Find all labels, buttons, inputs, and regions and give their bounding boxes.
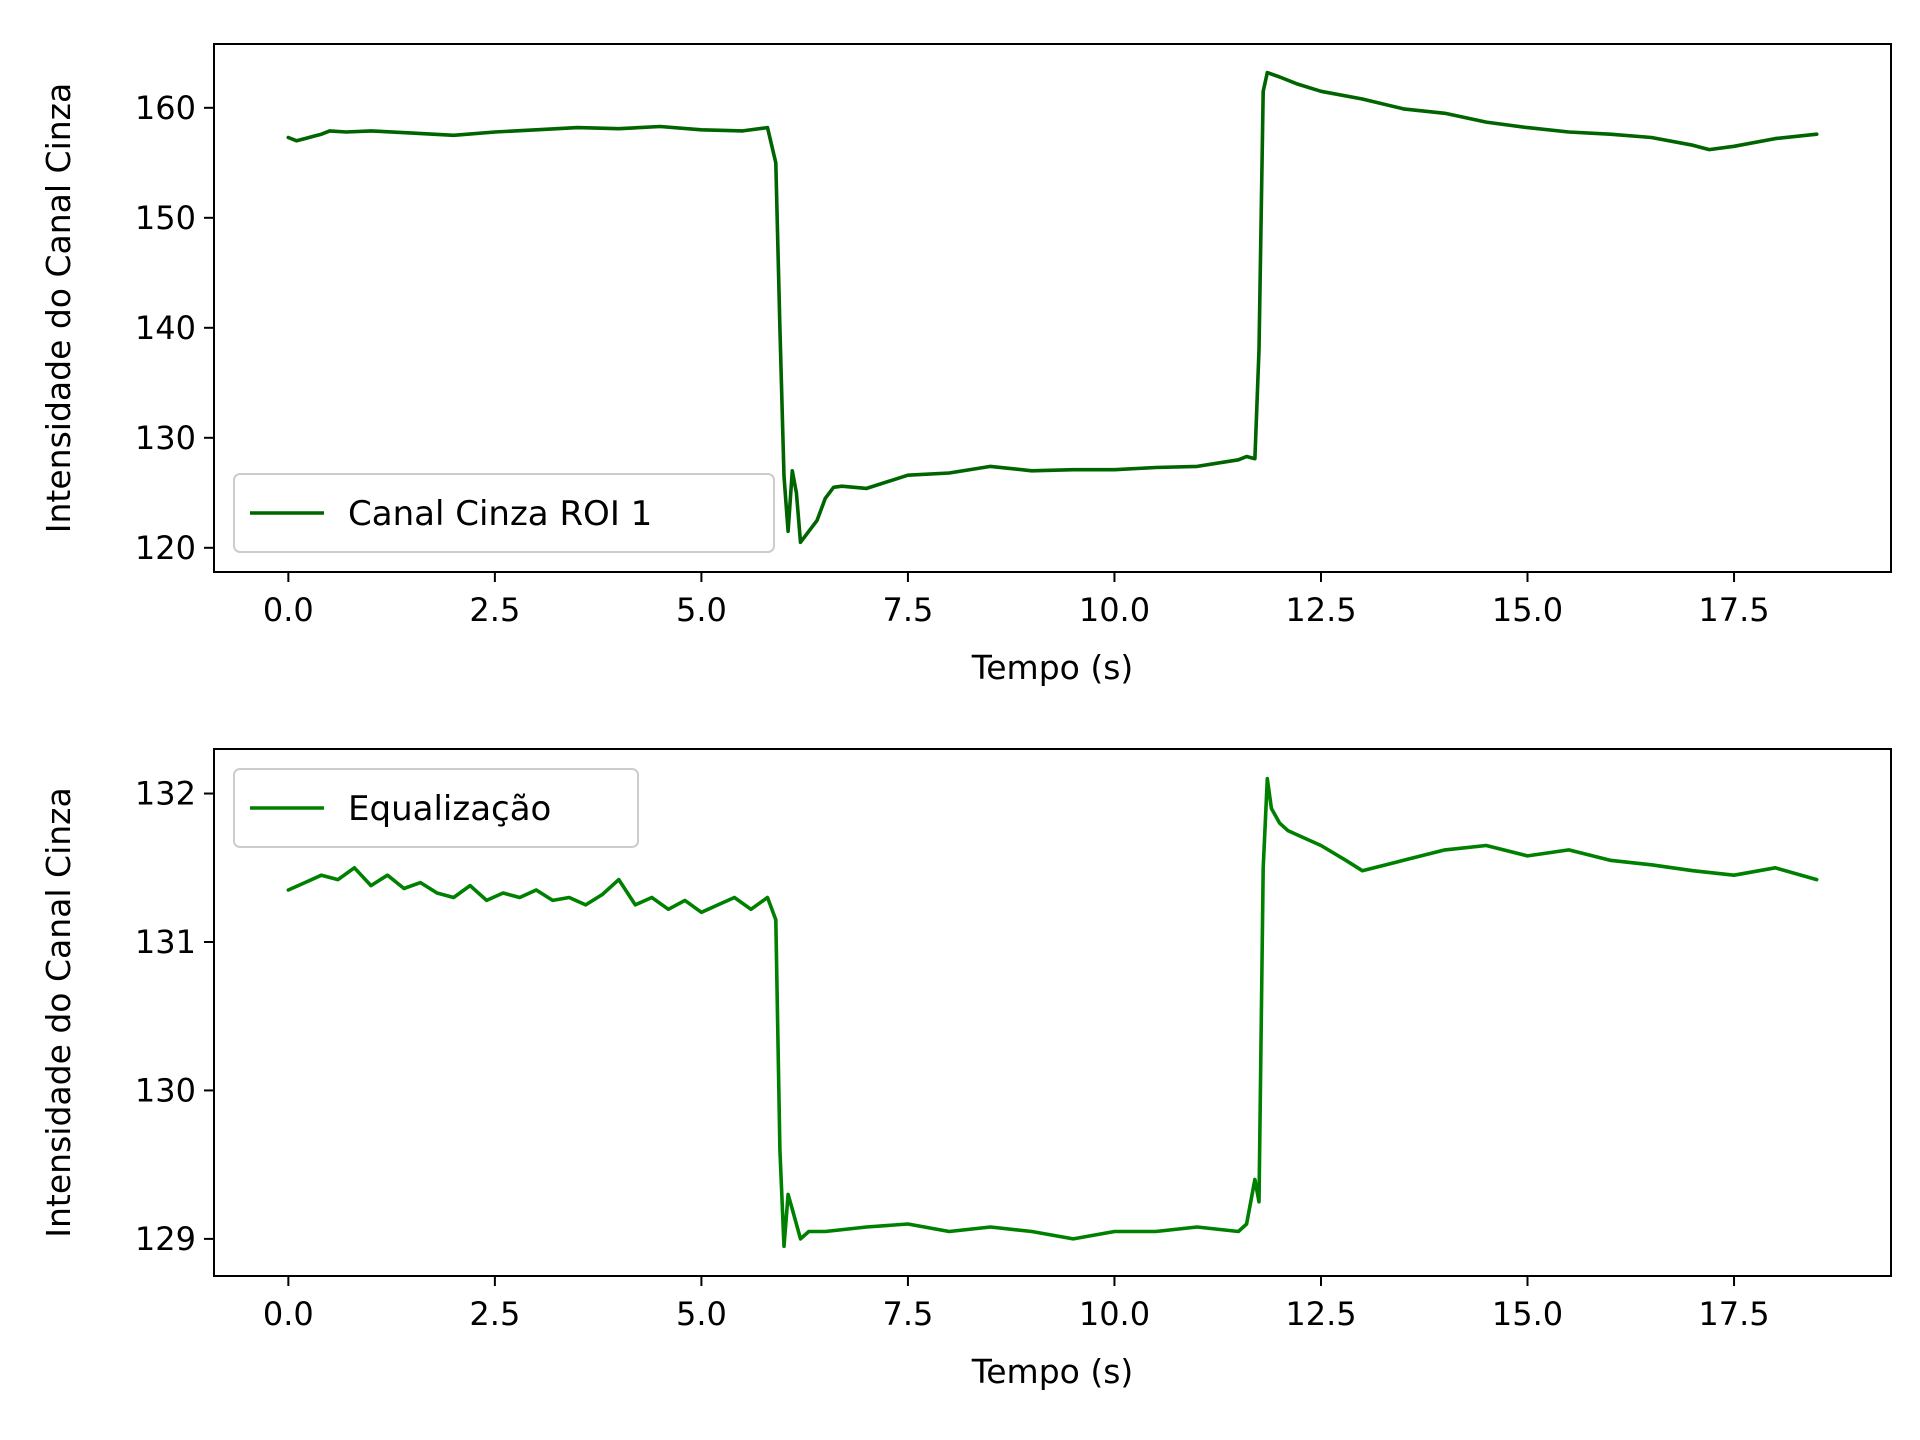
plot-frame — [213, 43, 1892, 573]
legend-label: Equalização — [348, 789, 551, 829]
y-tick-label: 132 — [135, 775, 196, 813]
x-axis-label: Tempo (s) — [971, 1352, 1134, 1391]
x-tick-label: 12.5 — [1285, 591, 1356, 629]
x-tick-label: 17.5 — [1698, 591, 1769, 629]
x-tick-label: 12.5 — [1285, 1295, 1356, 1333]
x-tick-label: 7.5 — [882, 591, 933, 629]
y-tick-label: 129 — [135, 1220, 196, 1258]
y-tick-label: 160 — [135, 89, 196, 127]
x-tick-label: 7.5 — [882, 1295, 933, 1333]
legend-label: Canal Cinza ROI 1 — [348, 494, 652, 534]
x-tick-label: 2.5 — [469, 591, 520, 629]
x-tick-label: 15.0 — [1492, 591, 1563, 629]
x-tick-label: 5.0 — [676, 1295, 727, 1333]
x-tick-label: 5.0 — [676, 591, 727, 629]
y-tick-label: 140 — [135, 309, 196, 347]
legend-box — [233, 473, 775, 553]
chart-top: 0.0 2.5 5.0 7.5 10.0 12.5 15.0 17.5 120 130 140 150… — [39, 43, 1892, 687]
series-line-0-0 — [286, 70, 1819, 545]
legend: Canal Cinza ROI 1 — [233, 473, 775, 553]
plot-frame — [213, 748, 1892, 1277]
series-line-1-0 — [286, 776, 1819, 1249]
x-tick-label: 17.5 — [1698, 1295, 1769, 1333]
y-tick-label: 130 — [135, 1071, 196, 1109]
y-tick-label: 130 — [135, 419, 196, 457]
x-axis-label: Tempo (s) — [971, 648, 1134, 687]
x-tick-label: 0.0 — [263, 1295, 314, 1333]
y-axis-label: Intensidade do Canal Cinza — [39, 83, 78, 533]
x-tick-label: 2.5 — [469, 1295, 520, 1333]
y-axis-label: Intensidade do Canal Cinza — [39, 787, 78, 1237]
x-tick-label: 10.0 — [1079, 591, 1150, 629]
chart-bottom: 0.0 2.5 5.0 7.5 10.0 12.5 15.0 17.5 129 130 131 132… — [39, 748, 1892, 1391]
y-tick-label: 120 — [135, 529, 196, 567]
y-tick-label: 131 — [135, 923, 196, 961]
x-tick-label: 15.0 — [1492, 1295, 1563, 1333]
x-tick-label: 0.0 — [263, 591, 314, 629]
x-tick-label: 10.0 — [1079, 1295, 1150, 1333]
legend: Equalização — [233, 768, 639, 848]
legend-box — [233, 768, 639, 848]
y-tick-label: 150 — [135, 199, 196, 237]
